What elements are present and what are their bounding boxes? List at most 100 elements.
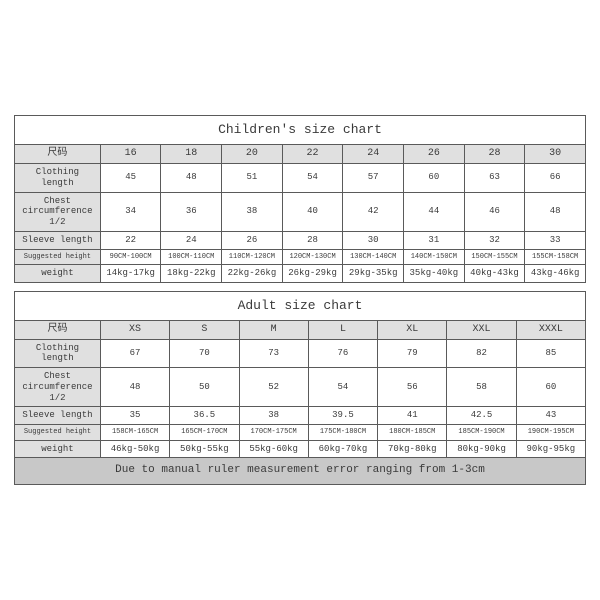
- table-title: Children's size chart: [15, 116, 586, 145]
- column-header: 28: [464, 144, 525, 163]
- data-cell: 90CM-100CM: [100, 249, 161, 264]
- data-cell: 39.5: [308, 407, 377, 425]
- column-header: 26: [404, 144, 465, 163]
- column-header: 22: [282, 144, 343, 163]
- column-header: XL: [378, 320, 447, 339]
- column-header: S: [170, 320, 239, 339]
- column-header: XXL: [447, 320, 516, 339]
- data-cell: 38: [239, 407, 308, 425]
- column-header: XS: [100, 320, 169, 339]
- data-cell: 42: [343, 192, 404, 231]
- data-cell: 40kg-43kg: [464, 265, 525, 283]
- adult-size-chart: Adult size chart尺码XSSMLXLXXLXXXLClothing…: [14, 291, 586, 485]
- data-cell: 76: [308, 339, 377, 368]
- data-cell: 43: [516, 407, 585, 425]
- data-cell: 140CM-150CM: [404, 249, 465, 264]
- data-cell: 165CM-170CM: [170, 425, 239, 440]
- row-label: Clothing length: [15, 163, 101, 192]
- data-cell: 46kg-50kg: [100, 440, 169, 458]
- data-cell: 32: [464, 231, 525, 249]
- column-header: XXXL: [516, 320, 585, 339]
- data-cell: 30: [343, 231, 404, 249]
- data-cell: 73: [239, 339, 308, 368]
- data-cell: 57: [343, 163, 404, 192]
- note-text: Due to manual ruler measurement error ra…: [15, 458, 586, 484]
- data-cell: 110CM-120CM: [222, 249, 283, 264]
- data-cell: 22: [100, 231, 161, 249]
- data-cell: 34: [100, 192, 161, 231]
- data-cell: 36: [161, 192, 222, 231]
- data-cell: 38: [222, 192, 283, 231]
- data-cell: 120CM-130CM: [282, 249, 343, 264]
- data-cell: 79: [378, 339, 447, 368]
- children-size-chart: Children's size chart尺码1618202224262830C…: [14, 115, 586, 283]
- data-cell: 26: [222, 231, 283, 249]
- data-cell: 22kg-26kg: [222, 265, 283, 283]
- data-cell: 35kg-40kg: [404, 265, 465, 283]
- data-cell: 90kg-95kg: [516, 440, 585, 458]
- data-cell: 26kg-29kg: [282, 265, 343, 283]
- row-label: weight: [15, 265, 101, 283]
- data-cell: 54: [308, 368, 377, 407]
- row-header-label: 尺码: [15, 320, 101, 339]
- column-header: 30: [525, 144, 586, 163]
- data-cell: 185CM-190CM: [447, 425, 516, 440]
- data-cell: 82: [447, 339, 516, 368]
- data-cell: 44: [404, 192, 465, 231]
- data-cell: 28: [282, 231, 343, 249]
- data-cell: 43kg-46kg: [525, 265, 586, 283]
- data-cell: 36.5: [170, 407, 239, 425]
- data-cell: 51: [222, 163, 283, 192]
- data-cell: 31: [404, 231, 465, 249]
- data-cell: 29kg-35kg: [343, 265, 404, 283]
- data-cell: 85: [516, 339, 585, 368]
- data-cell: 63: [464, 163, 525, 192]
- data-cell: 46: [464, 192, 525, 231]
- data-cell: 42.5: [447, 407, 516, 425]
- data-cell: 175CM-180CM: [308, 425, 377, 440]
- data-cell: 180CM-185CM: [378, 425, 447, 440]
- row-label: Sleeve length: [15, 407, 101, 425]
- data-cell: 70kg-80kg: [378, 440, 447, 458]
- data-cell: 55kg-60kg: [239, 440, 308, 458]
- data-cell: 45: [100, 163, 161, 192]
- row-label: Sleeve length: [15, 231, 101, 249]
- children-table: Children's size chart尺码1618202224262830C…: [14, 115, 586, 283]
- row-label: Suggested height: [15, 425, 101, 440]
- data-cell: 52: [239, 368, 308, 407]
- data-cell: 56: [378, 368, 447, 407]
- data-cell: 100CM-110CM: [161, 249, 222, 264]
- row-label: Chest circumference 1/2: [15, 368, 101, 407]
- adult-table: Adult size chart尺码XSSMLXLXXLXXXLClothing…: [14, 291, 586, 485]
- data-cell: 70: [170, 339, 239, 368]
- data-cell: 24: [161, 231, 222, 249]
- column-header: M: [239, 320, 308, 339]
- row-label: Suggested height: [15, 249, 101, 264]
- data-cell: 54: [282, 163, 343, 192]
- data-cell: 58: [447, 368, 516, 407]
- data-cell: 190CM-195CM: [516, 425, 585, 440]
- column-header: 20: [222, 144, 283, 163]
- data-cell: 67: [100, 339, 169, 368]
- data-cell: 48: [100, 368, 169, 407]
- data-cell: 40: [282, 192, 343, 231]
- column-header: 16: [100, 144, 161, 163]
- data-cell: 50: [170, 368, 239, 407]
- data-cell: 60: [516, 368, 585, 407]
- data-cell: 50kg-55kg: [170, 440, 239, 458]
- data-cell: 60: [404, 163, 465, 192]
- row-label: Clothing length: [15, 339, 101, 368]
- data-cell: 48: [525, 192, 586, 231]
- data-cell: 66: [525, 163, 586, 192]
- data-cell: 158CM-165CM: [100, 425, 169, 440]
- data-cell: 170CM-175CM: [239, 425, 308, 440]
- data-cell: 41: [378, 407, 447, 425]
- data-cell: 60kg-70kg: [308, 440, 377, 458]
- data-cell: 48: [161, 163, 222, 192]
- row-label: Chest circumference 1/2: [15, 192, 101, 231]
- data-cell: 150CM-155CM: [464, 249, 525, 264]
- column-header: 24: [343, 144, 404, 163]
- row-header-label: 尺码: [15, 144, 101, 163]
- table-title: Adult size chart: [15, 291, 586, 320]
- data-cell: 33: [525, 231, 586, 249]
